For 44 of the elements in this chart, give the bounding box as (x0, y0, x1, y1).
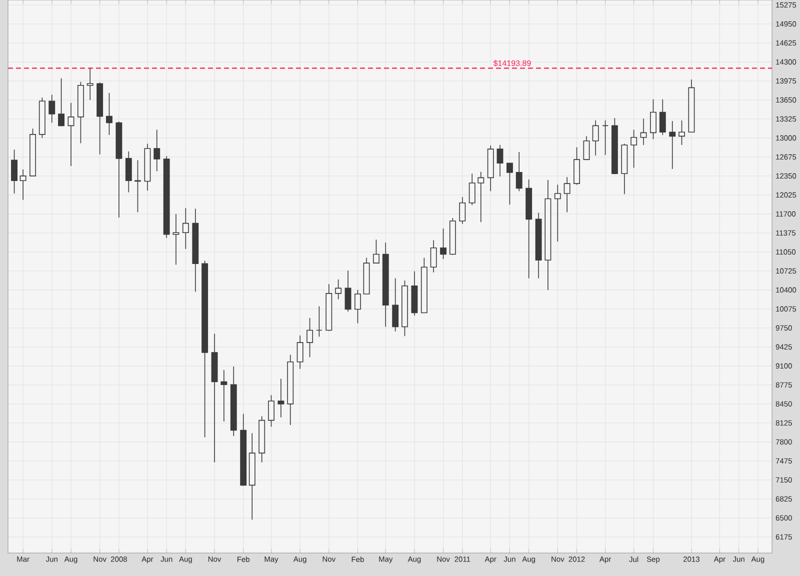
candlestick (678, 120, 685, 146)
candlestick (58, 78, 64, 127)
candlestick (392, 278, 399, 332)
candlestick (430, 240, 437, 273)
candlestick (154, 129, 160, 172)
candlestick (640, 118, 647, 146)
candlestick (372, 239, 380, 264)
candlestick (592, 120, 599, 156)
candlestick (344, 270, 352, 312)
candlestick (48, 94, 56, 124)
candlestick (602, 120, 609, 156)
candlestick (20, 169, 26, 200)
candlestick (296, 335, 304, 370)
ref-line-label: $14193.89 (493, 60, 531, 66)
candlestick (68, 102, 74, 166)
candlestick (583, 136, 590, 161)
candlestick (478, 171, 484, 223)
candlestick (268, 394, 274, 428)
candlestick (468, 173, 476, 206)
candlestick (335, 279, 342, 300)
candlestick (669, 120, 676, 170)
candlestick (574, 146, 580, 186)
candlestick (134, 160, 141, 213)
candlestick (554, 184, 561, 242)
candlestick (125, 151, 132, 193)
candlestick (440, 228, 446, 260)
candlestick (11, 149, 18, 194)
candlestick (86, 68, 94, 100)
candlestick (172, 214, 180, 266)
candlestick (220, 370, 228, 422)
candlestick (496, 144, 504, 177)
candlestick (630, 129, 638, 168)
candlestick (316, 306, 322, 338)
candlestick (354, 290, 361, 324)
candlestick (659, 98, 666, 136)
candlestick (506, 162, 513, 205)
candlestick (306, 318, 313, 358)
candlestick (182, 208, 189, 250)
candlestick (106, 92, 112, 136)
candlestick (516, 152, 522, 192)
candlestick (278, 378, 284, 418)
candlestick (650, 98, 656, 140)
candlestick (459, 196, 466, 224)
candlestick (564, 176, 570, 213)
